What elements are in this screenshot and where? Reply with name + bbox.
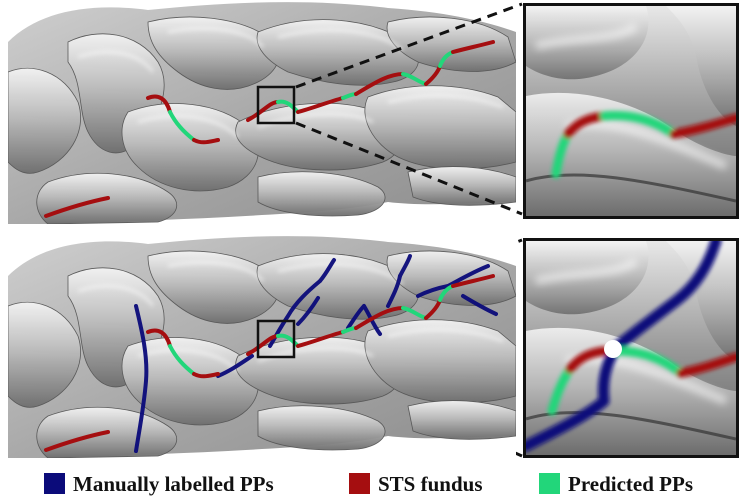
top-brain-surface xyxy=(8,2,516,224)
bottom-zoom-panel xyxy=(523,238,739,458)
intersection-marker xyxy=(604,340,622,358)
legend-label-manual: Manually labelled PPs xyxy=(73,472,274,496)
bottom-brain-surface xyxy=(8,236,516,458)
top-zoom-illustration xyxy=(526,6,736,216)
top-zoom-panel xyxy=(523,3,739,219)
top-brain-illustration xyxy=(8,2,516,224)
legend-label-predicted: Predicted PPs xyxy=(568,472,693,496)
legend: Manually labelled PPs STS fundus Predict… xyxy=(0,466,741,502)
legend-label-fundus: STS fundus xyxy=(378,472,483,496)
bottom-zoom-illustration xyxy=(526,241,736,455)
zoom-region-box-bottom xyxy=(256,319,296,359)
zoom-region-box-top xyxy=(256,85,296,125)
legend-swatch-predicted xyxy=(539,473,560,494)
legend-swatch-fundus xyxy=(349,473,370,494)
legend-swatch-manual xyxy=(44,473,65,494)
bottom-brain-illustration xyxy=(8,236,516,458)
